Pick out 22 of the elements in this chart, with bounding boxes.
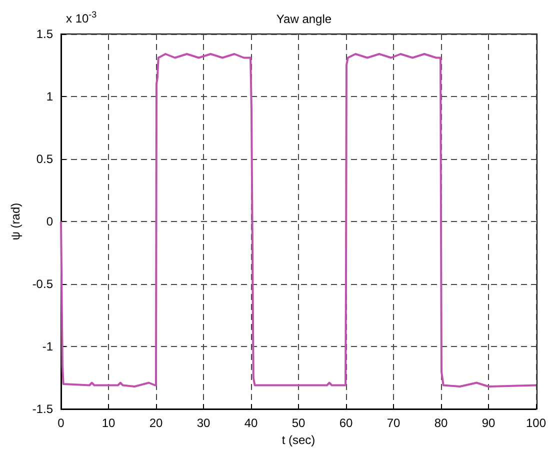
x-tick-label: 30 [196,416,210,430]
y-axis-title: ψ (rad) [8,202,22,240]
x-tick-label: 80 [434,416,448,430]
x-tick-label: 60 [339,416,353,430]
y-tick-label: -0.5 [32,277,54,291]
x-axis-title: t (sec) [282,432,316,447]
x-tick-label: 10 [102,416,116,430]
x-tick-label: 90 [482,416,496,430]
y-tick-label: 0.5 [36,152,54,166]
x-tick-label: 20 [149,416,163,430]
x-tick-label: 40 [244,416,258,430]
x-tick-label: 100 [526,416,546,430]
y-tick-label: 1 [46,90,54,104]
x-tick-label: 50 [292,416,306,430]
y-tick-label: 0 [46,214,54,228]
y-tick-label: -1.5 [32,402,54,416]
chart-title: Yaw angle [276,12,332,26]
line-series [60,53,537,388]
x-tick-label: 70 [386,416,400,430]
y-tick-label: -1 [42,340,54,354]
y-tick-label: 1.5 [36,27,54,41]
x-tick-label: 0 [58,416,65,430]
